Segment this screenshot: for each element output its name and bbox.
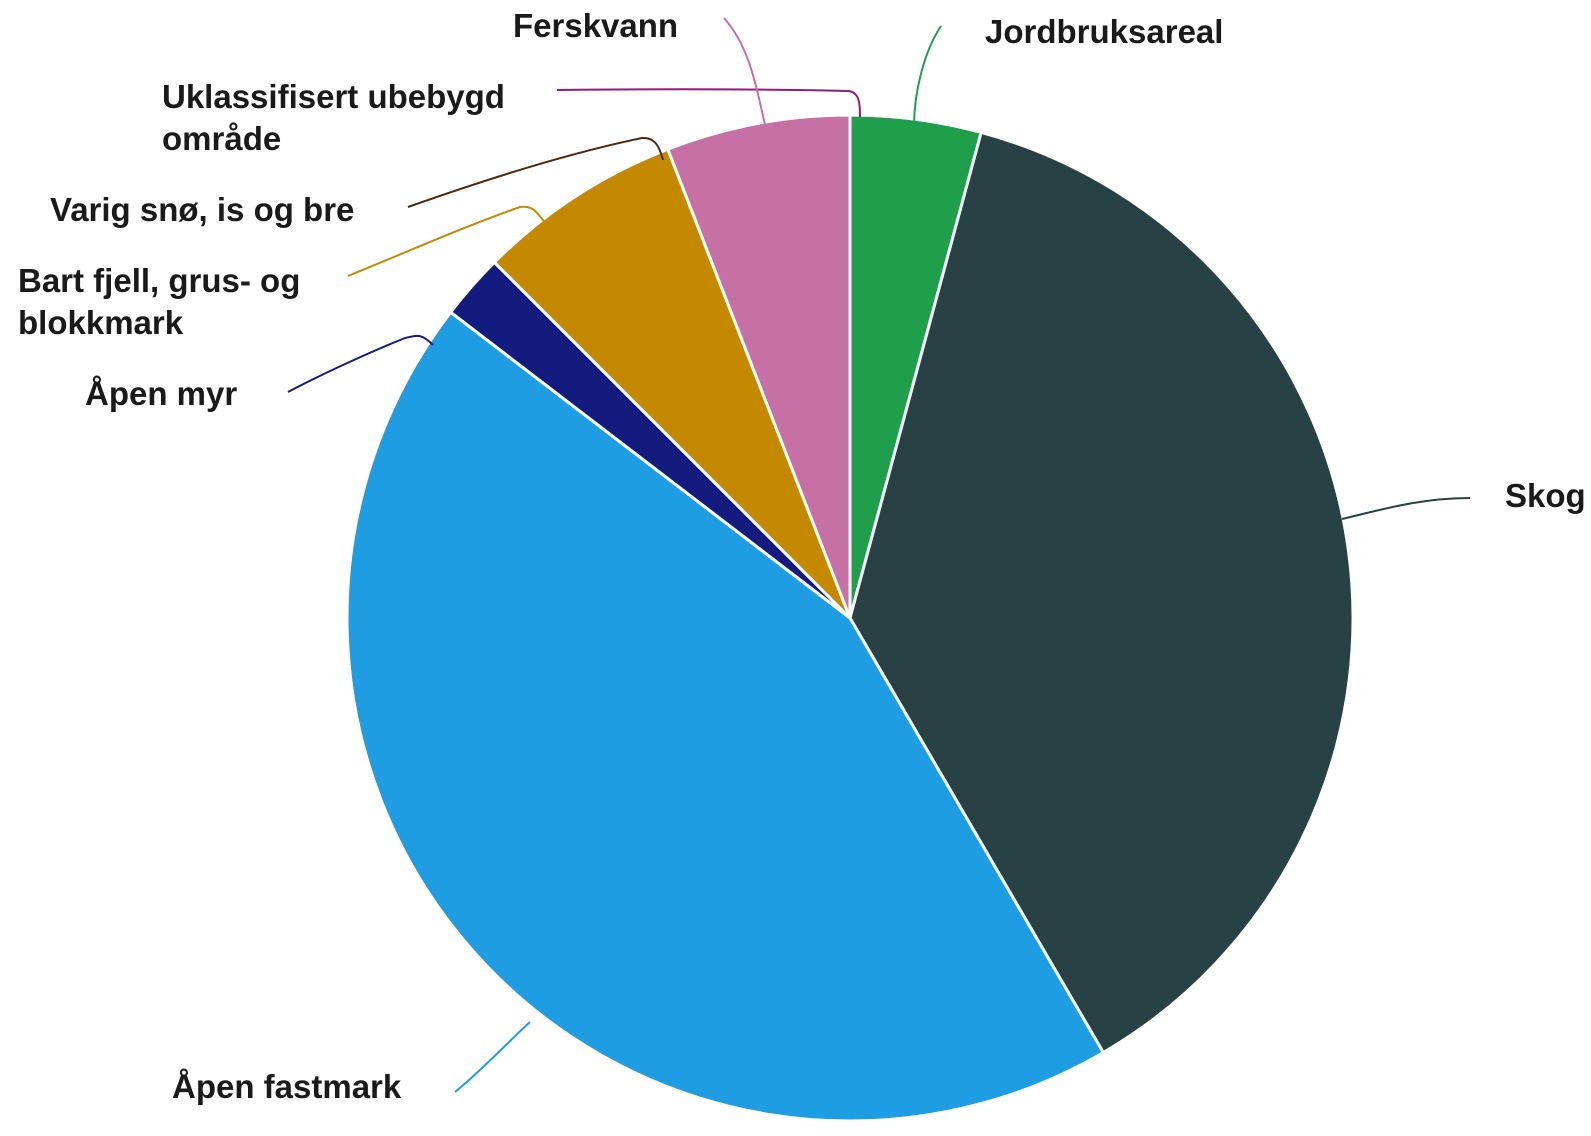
slice-label-uklassifisert: Uklassifisert ubebygd område — [162, 78, 505, 157]
pie-slice-bart-fjell — [492, 147, 852, 620]
slice-label-line: Jordbruksareal — [985, 13, 1223, 50]
slice-label-line: Skog — [1505, 477, 1586, 514]
slice-label-line: Ferskvann — [513, 7, 678, 44]
slice-label-line: blokkmark — [18, 304, 184, 341]
slice-label-line: Åpen fastmark — [172, 1068, 402, 1105]
leader-line-ferskvann — [723, 17, 766, 126]
slice-label-apen-myr: Åpen myr — [85, 375, 237, 412]
slice-label-varig-sno: Varig snø, is og bre — [50, 191, 354, 228]
leader-line-bart-fjell — [347, 205, 548, 277]
slice-label-line: Uklassifisert ubebygd — [162, 78, 505, 115]
leader-line-apen-fastmark — [454, 1021, 531, 1093]
pie-slice-ferskvann — [666, 113, 852, 620]
slice-label-line: Varig snø, is og bre — [50, 191, 354, 228]
pie-slices — [345, 113, 1355, 1123]
slice-label-skog: Skog — [1505, 477, 1586, 514]
slice-label-line: Åpen myr — [85, 375, 237, 412]
leader-line-apen-myr — [287, 334, 434, 393]
slice-label-ferskvann: Ferskvann — [513, 7, 678, 44]
leader-line-uklassifisert — [556, 88, 861, 118]
pie-slice-skog — [848, 130, 1355, 1055]
slice-label-apen-fastmark: Åpen fastmark — [172, 1068, 402, 1105]
slice-label-jordbruksareal: Jordbruksareal — [985, 13, 1223, 50]
leader-line-jordbruksareal — [913, 25, 942, 128]
leader-line-skog — [1341, 497, 1471, 520]
slice-label-line: Bart fjell, grus- og — [18, 262, 300, 299]
slice-label-line: område — [162, 120, 281, 157]
slice-label-bart-fjell: Bart fjell, grus- og blokkmark — [18, 262, 300, 341]
slice-labels: Jordbruksareal Skog Åpen fastmark Åpen myr B… — [18, 7, 1586, 1105]
leader-line-varig-sno — [407, 136, 664, 208]
pie-slice-apen-fastmark — [345, 310, 1105, 1123]
leader-lines — [287, 17, 1471, 1093]
